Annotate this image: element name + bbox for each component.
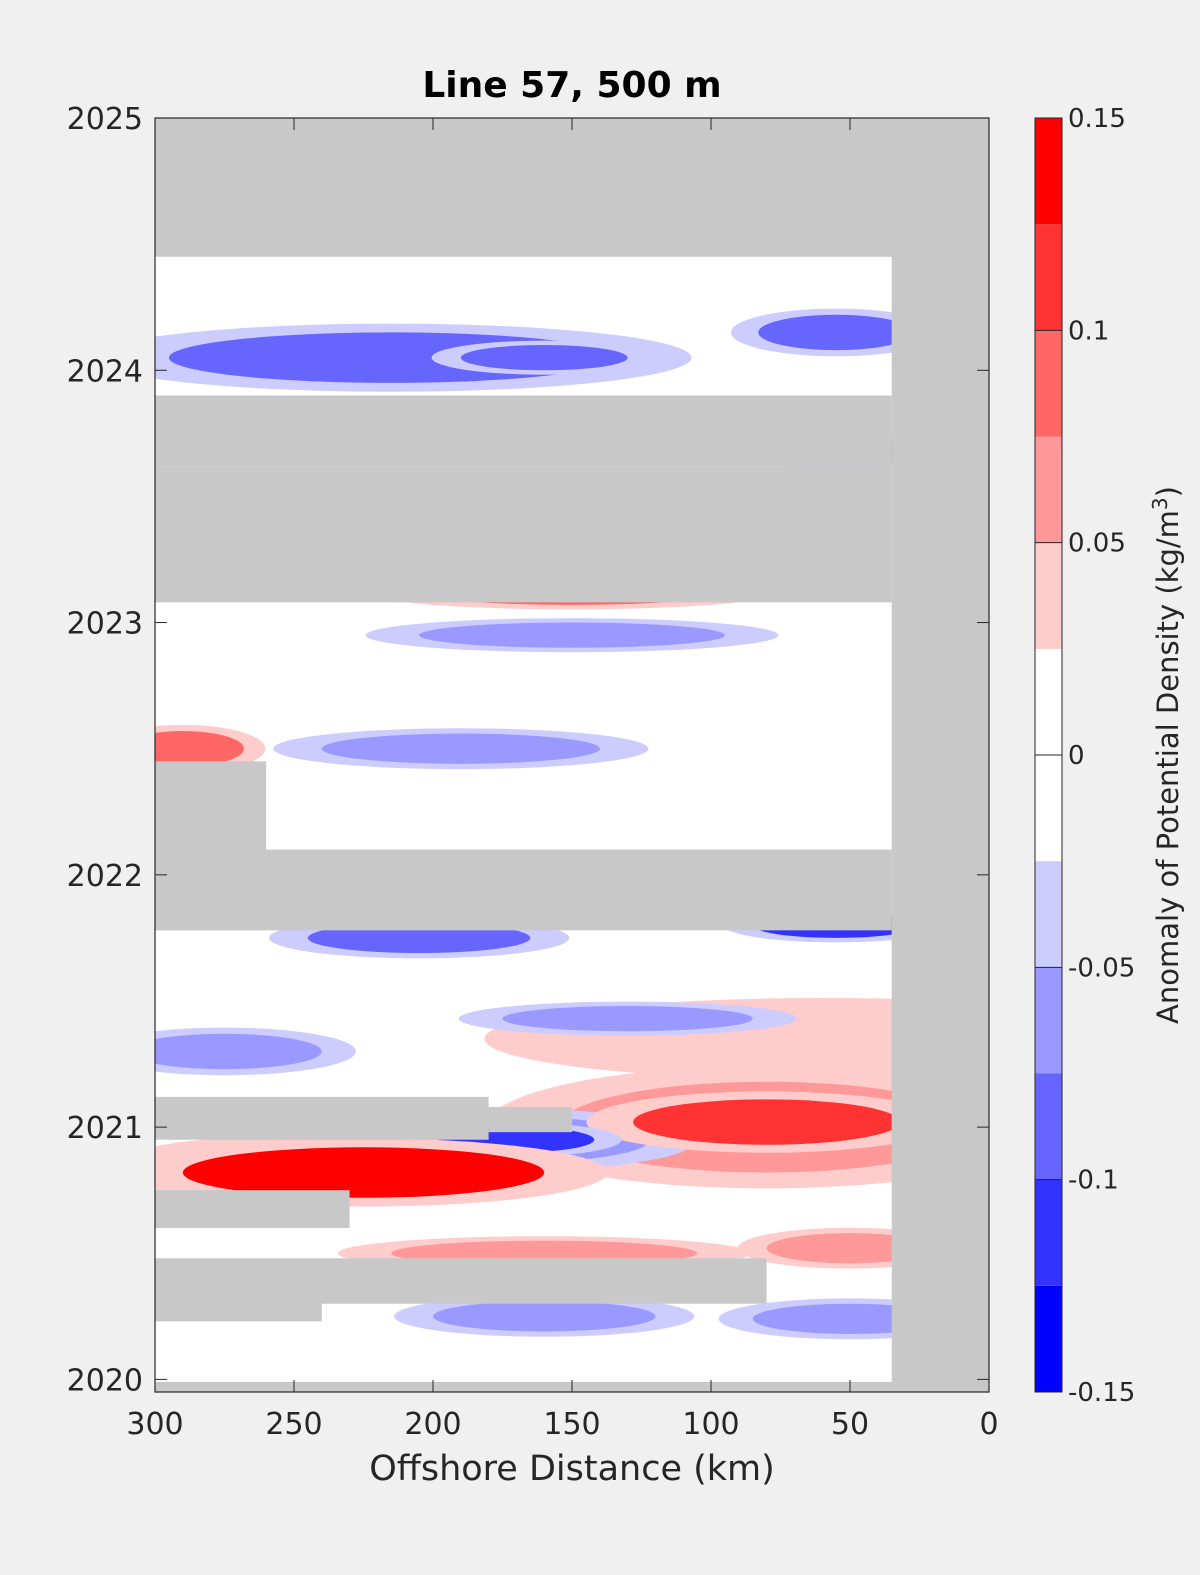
anomaly-feature (419, 622, 725, 648)
colorbar-tick-label: -0.1 (1068, 1166, 1119, 1196)
nodata-region (155, 1096, 489, 1140)
anomaly-feature (766, 1233, 934, 1264)
colorbar-segment (1035, 436, 1062, 543)
colorbar-segment (1035, 1073, 1062, 1180)
anomaly-feature (460, 345, 628, 371)
nodata-region (155, 761, 267, 931)
x-tick-label: 250 (265, 1407, 322, 1442)
colorbar-segment (1035, 755, 1062, 862)
nodata-region (155, 849, 892, 931)
colorbar-segment (1035, 330, 1062, 437)
anomaly-feature (321, 733, 600, 764)
x-tick-label: 300 (126, 1407, 183, 1442)
anomaly-feature (502, 1006, 753, 1032)
nodata-region (155, 466, 892, 603)
colorbar-label-end: ) (1151, 486, 1185, 497)
colorbar-segment (1035, 648, 1062, 755)
nodata-region (155, 118, 989, 257)
anomaly-feature (758, 314, 914, 351)
anomaly-feature (155, 1033, 322, 1070)
colorbar-segment (1035, 861, 1062, 968)
x-tick-label: 150 (543, 1407, 600, 1442)
colorbar (1035, 118, 1062, 1392)
anomaly-feature (155, 731, 244, 767)
nodata-region (155, 1190, 350, 1229)
colorbar-label: Anomaly of Potential Density (kg/m3) (1148, 486, 1185, 1024)
y-tick-label: 2025 (67, 102, 143, 137)
y-tick-label: 2023 (67, 607, 143, 642)
colorbar-segment (1035, 1179, 1062, 1286)
x-axis-label: Offshore Distance (km) (369, 1449, 775, 1489)
x-tick-label: 0 (979, 1407, 998, 1442)
colorbar-tick-label: 0 (1068, 741, 1085, 771)
nodata-mask (155, 118, 989, 1392)
x-tick-label: 200 (404, 1407, 461, 1442)
y-tick-label: 2022 (67, 859, 143, 894)
x-tick-label: 50 (831, 1407, 869, 1442)
colorbar-tick-label: 0.05 (1068, 529, 1126, 559)
colorbar-label-sup: 3 (1148, 497, 1172, 510)
colorbar-tick-label: -0.05 (1068, 953, 1135, 983)
chart-title: Line 57, 500 m (422, 65, 721, 106)
colorbar-segment (1035, 967, 1062, 1074)
colorbar-ticks: -0.15 -0.1 -0.05 0 0.05 0.1 0.15 (1035, 104, 1135, 1408)
colorbar-tick-label: 0.15 (1068, 104, 1126, 134)
nodata-region (155, 1298, 322, 1322)
anomaly-field (155, 308, 989, 1340)
x-tick-label: 100 (682, 1407, 739, 1442)
y-tick-label: 2024 (67, 354, 143, 389)
colorbar-label-main: Anomaly of Potential Density (kg/m (1151, 510, 1185, 1024)
nodata-region (155, 395, 892, 467)
nodata-region (488, 1106, 572, 1133)
y-axis: 2020 2021 2022 2023 2024 2025 (67, 102, 989, 1398)
colorbar-segment (1035, 118, 1062, 225)
nodata-region (891, 118, 989, 1392)
anomaly-feature (433, 1301, 656, 1332)
anomaly-feature (633, 1099, 901, 1145)
colorbar-segment (1035, 542, 1062, 649)
y-tick-label: 2021 (67, 1111, 143, 1146)
colorbar-segment (1035, 224, 1062, 331)
colorbar-segment (1035, 1285, 1062, 1392)
anomaly-feature (182, 1147, 545, 1198)
x-axis: 300 250 200 150 100 50 0 (126, 118, 999, 1442)
colorbar-tick-label: 0.1 (1068, 316, 1109, 346)
colorbar-tick-label: -0.15 (1068, 1378, 1135, 1408)
nodata-region (155, 1258, 767, 1304)
y-tick-label: 2020 (67, 1363, 143, 1398)
